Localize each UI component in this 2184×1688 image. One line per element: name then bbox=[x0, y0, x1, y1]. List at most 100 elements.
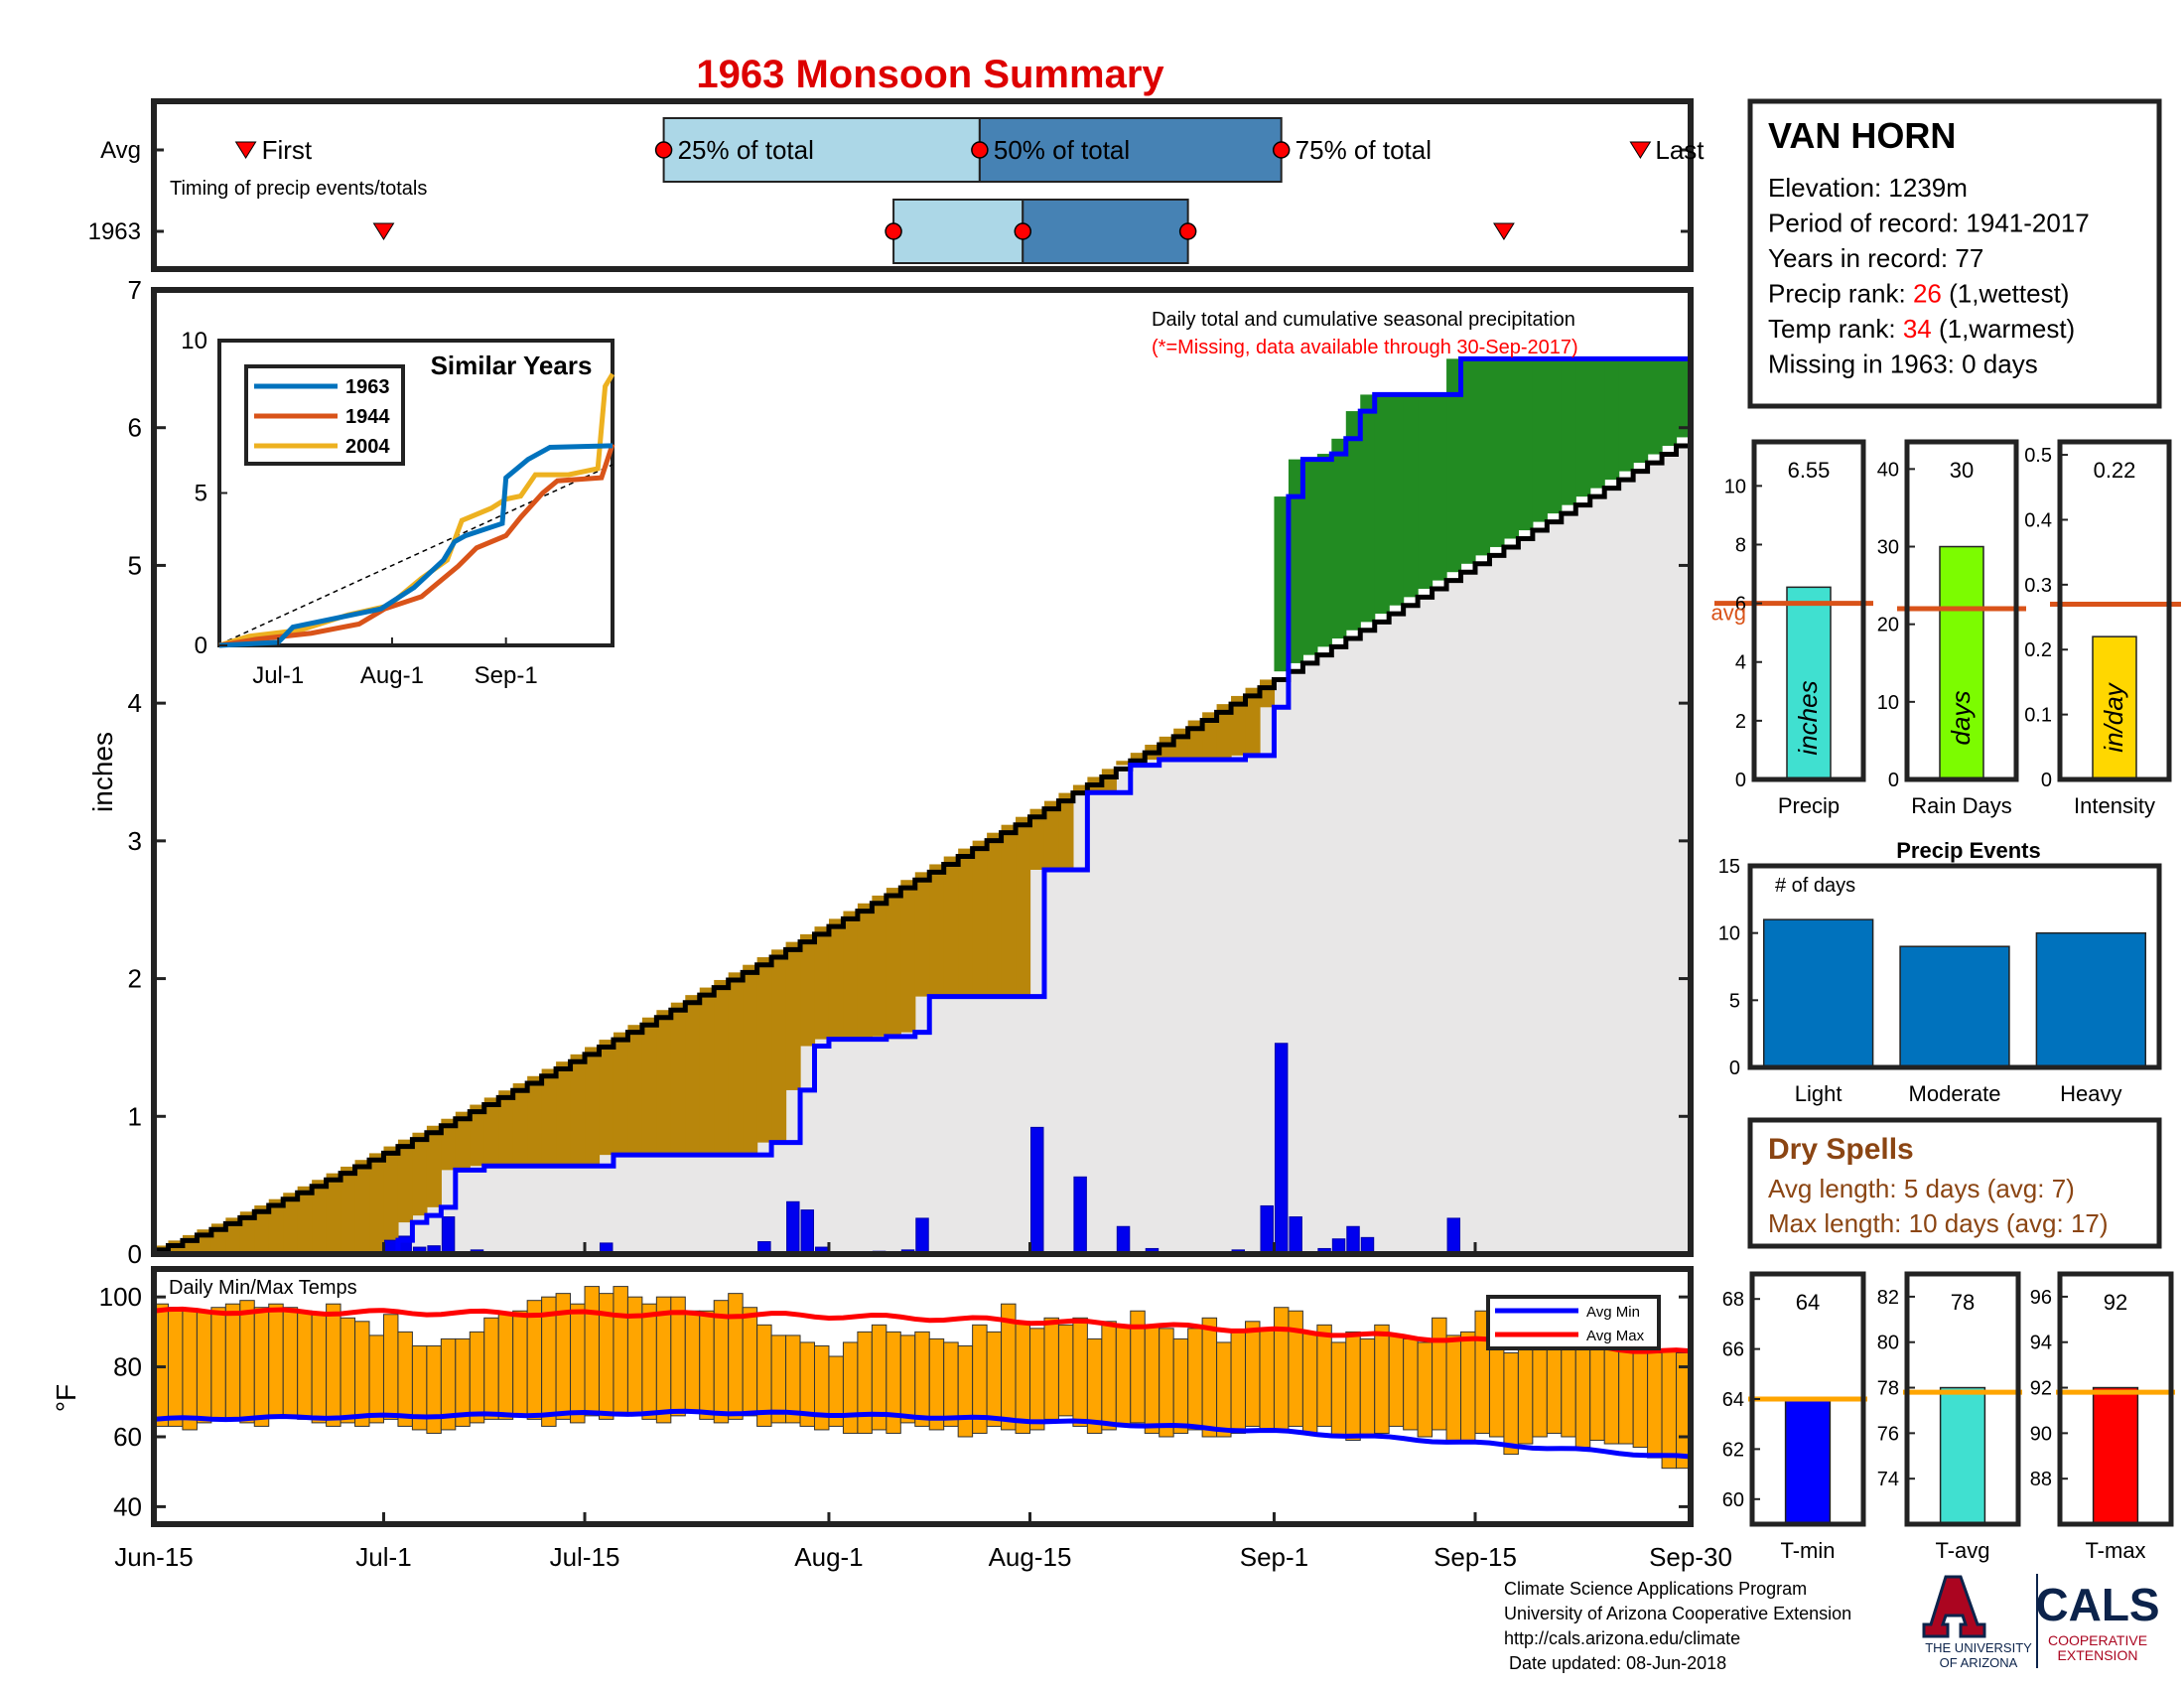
inset-series-1963 bbox=[218, 443, 614, 648]
daily-temp-bar bbox=[1187, 1328, 1203, 1431]
events-y-label: # of days bbox=[1775, 875, 1855, 897]
daily-precip-bar bbox=[1346, 1225, 1360, 1255]
daily-temp-bar bbox=[340, 1317, 356, 1424]
daily-temp-bar bbox=[684, 1310, 701, 1413]
daily-temp-bar bbox=[1273, 1307, 1290, 1431]
deficit-fill bbox=[483, 1097, 499, 1167]
surplus-fill bbox=[1662, 358, 1678, 446]
deficit-fill bbox=[872, 895, 887, 1037]
intensity-bar-value-bar bbox=[2092, 635, 2137, 780]
tmax-bar-tick-label: 96 bbox=[2030, 1287, 2052, 1309]
deficit-fill bbox=[972, 840, 988, 997]
y-axis-label: inches bbox=[87, 732, 118, 812]
deficit-fill bbox=[1202, 712, 1218, 761]
tmax-bar-chart: 88 90 92 94 96 92 T-max bbox=[2030, 1271, 2175, 1563]
timing-label-75: 75% of total bbox=[1296, 135, 1432, 165]
tavg-bar-x-label: T-avg bbox=[1935, 1538, 1989, 1563]
events-title: Precip Events bbox=[1896, 838, 2041, 863]
season-stat-bars: 0 2 4 6 8 10 6.55 Precip inches avg 0 10 20 30 40 30 Rai… bbox=[1711, 439, 2181, 818]
daily-temp-bar bbox=[1159, 1328, 1174, 1438]
daily-temp-bar bbox=[1086, 1337, 1103, 1434]
deficit-fill bbox=[426, 1125, 442, 1207]
x-tick-label: Jun-15 bbox=[114, 1542, 194, 1572]
inset-x-tick-label: Sep-1 bbox=[475, 662, 538, 689]
deficit-fill bbox=[900, 880, 916, 1033]
raindays-bar-x-label: Rain Days bbox=[1911, 793, 2011, 818]
y-tick-label: 4 bbox=[128, 688, 142, 718]
temps-y-tick-label: 100 bbox=[99, 1282, 142, 1312]
raindays-bar-frame bbox=[1904, 439, 2019, 782]
timing-marker-last-1963 bbox=[1493, 222, 1515, 240]
events-frame bbox=[1747, 863, 2162, 1070]
daily-temp-bar bbox=[397, 1331, 413, 1427]
deficit-fill bbox=[627, 1025, 643, 1156]
surplus-fill bbox=[1288, 459, 1303, 663]
inset-y-tick-label: 0 bbox=[195, 633, 207, 659]
timing-marker-p75-1963 bbox=[1178, 222, 1197, 240]
deficit-fill bbox=[785, 941, 801, 1090]
deficit-fill bbox=[670, 1002, 686, 1156]
daily-temp-bar bbox=[297, 1310, 313, 1420]
daily-temp-bar bbox=[857, 1331, 873, 1434]
deficit-fill bbox=[599, 1040, 614, 1156]
deficit-fill bbox=[958, 848, 974, 997]
inset-y-tick-label: 5 bbox=[195, 481, 207, 507]
events-category-label: Heavy bbox=[2060, 1081, 2121, 1106]
temps-legend-label-avg-max: Avg Max bbox=[1586, 1328, 1645, 1344]
y-tick-label: 5 bbox=[128, 550, 142, 580]
events-category-label: Moderate bbox=[1909, 1081, 2001, 1106]
precip-bar-tick-label: 8 bbox=[1735, 534, 1746, 556]
footer-line-3[interactable]: http://cals.arizona.edu/climate bbox=[1504, 1628, 1740, 1648]
surplus-fill bbox=[1345, 411, 1361, 631]
tmin-bar-value-label: 64 bbox=[1796, 1290, 1820, 1315]
block-a-logo-icon bbox=[1922, 1575, 1986, 1638]
daily-temp-bar bbox=[382, 1314, 399, 1420]
station-rank-note: (1,warmest) bbox=[1932, 314, 2075, 344]
tavg-bar-frame bbox=[1904, 1271, 2021, 1527]
tavg-bar-tick-label: 82 bbox=[1877, 1287, 1899, 1309]
surplus-fill bbox=[1374, 394, 1390, 615]
footer: Climate Science Applications Program Uni… bbox=[1504, 1579, 1851, 1673]
station-rank-line: Temp rank: 34 (1,warmest) bbox=[1768, 314, 2075, 344]
deficit-fill bbox=[455, 1111, 471, 1171]
daily-precip-bar bbox=[1446, 1217, 1461, 1255]
intensity-bar-x-label: Intensity bbox=[2074, 793, 2155, 818]
precip-events-panel: Light Moderate Heavy 0 5 10 15 Precip Events # o… bbox=[1718, 838, 2162, 1106]
tavg-bar-tick-label: 80 bbox=[1877, 1333, 1899, 1354]
tmin-bar-value-bar bbox=[1784, 1398, 1832, 1525]
surplus-fill bbox=[1432, 394, 1447, 581]
timing-marker-p25-1963 bbox=[885, 222, 902, 240]
main-annotation-missing: (*=Missing, data available through 30-Se… bbox=[1152, 337, 1578, 358]
events-tick-label: 5 bbox=[1729, 990, 1740, 1012]
inset-avg-dashed-line bbox=[218, 464, 614, 645]
timing-marker-first-1963 bbox=[372, 222, 395, 240]
deficit-fill bbox=[1231, 695, 1247, 756]
timing-row-label-1963: 1963 bbox=[88, 218, 141, 245]
daily-temp-bar bbox=[1574, 1341, 1591, 1449]
timing-row-label-avg: Avg bbox=[100, 137, 141, 164]
ua-logo-line-1: THE UNIVERSITY bbox=[1925, 1640, 2032, 1655]
deficit-fill bbox=[1216, 704, 1232, 761]
deficit-fill bbox=[383, 1146, 399, 1241]
surplus-fill bbox=[1618, 358, 1634, 472]
daily-temp-bar bbox=[1388, 1335, 1405, 1427]
daily-temp-bar bbox=[1245, 1321, 1261, 1427]
deficit-fill bbox=[498, 1090, 514, 1167]
daily-precip-bar bbox=[1073, 1176, 1087, 1255]
intensity-bar-value-label: 0.22 bbox=[2094, 458, 2136, 483]
page-title: 1963 Monsoon Summary bbox=[696, 53, 1164, 96]
station-rank-label: Precip rank: bbox=[1768, 279, 1913, 309]
x-tick-label: Jul-1 bbox=[355, 1542, 411, 1572]
footer-line-2: University of Arizona Cooperative Extens… bbox=[1504, 1604, 1851, 1623]
tavg-bar-value-bar bbox=[1939, 1386, 1986, 1525]
events-tick-label: 15 bbox=[1718, 856, 1740, 878]
tmax-bar-tick-label: 94 bbox=[2030, 1333, 2052, 1354]
surplus-fill bbox=[1389, 394, 1405, 606]
daily-temp-bar bbox=[1632, 1344, 1649, 1449]
surplus-fill bbox=[1589, 358, 1605, 489]
x-tick-label: Sep-15 bbox=[1433, 1542, 1517, 1572]
daily-temp-bar bbox=[526, 1300, 543, 1420]
y-tick-label: 3 bbox=[128, 826, 142, 856]
daily-precip-bar bbox=[1116, 1225, 1131, 1255]
daily-temp-bar bbox=[354, 1321, 370, 1427]
